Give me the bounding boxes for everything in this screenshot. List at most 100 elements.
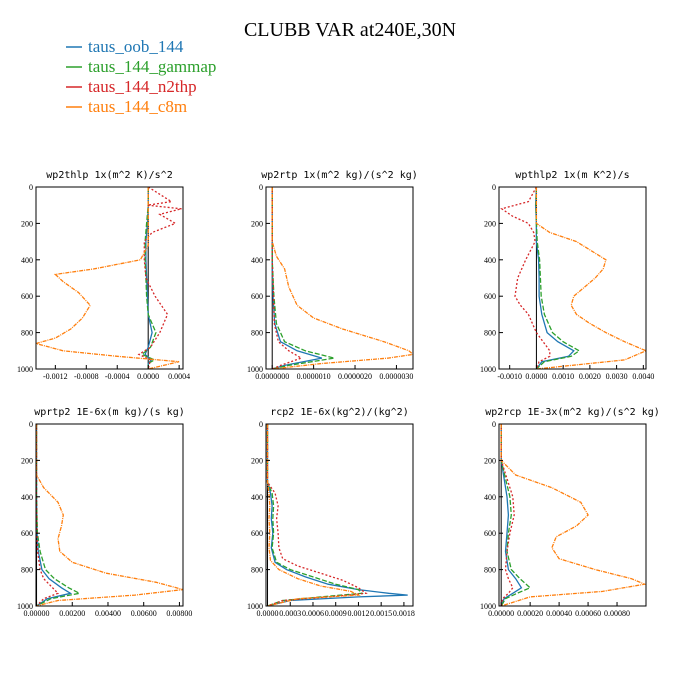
y-tick-label: 600 — [484, 292, 496, 301]
y-tick-label: 800 — [251, 329, 263, 338]
x-tick-label: 0.00040 — [546, 609, 572, 618]
y-tick-label: 600 — [21, 529, 33, 538]
y-tick-label: 1000 — [17, 365, 33, 374]
y-tick-label: 1000 — [480, 365, 496, 374]
y-tick-label: 0 — [492, 420, 496, 429]
x-tick-label: 0.00000 — [24, 609, 50, 618]
x-tick-label: 0.00060 — [575, 609, 601, 618]
x-tick-label: 0.0030 — [606, 372, 628, 381]
series-line — [500, 424, 646, 606]
x-tick-label: 0.0000 — [137, 372, 159, 381]
y-tick-label: 400 — [484, 493, 496, 502]
panel-title: wp2thlp 1x(m^2 K)/s^2 — [46, 170, 172, 181]
series-line — [500, 424, 515, 606]
y-tick-label: 1000 — [17, 602, 33, 611]
x-tick-label: 0.00800 — [166, 609, 192, 618]
x-tick-label: -0.0004 — [105, 372, 130, 381]
series-line — [271, 187, 335, 369]
panel-title: rcp2 1E-6x(kg^2)/(kg^2) — [270, 407, 408, 418]
x-tick-label: 0.0006 — [302, 609, 324, 618]
x-tick-label: 0.0000020 — [338, 372, 372, 381]
y-tick-label: 200 — [21, 456, 33, 465]
x-tick-label: 0.00400 — [95, 609, 121, 618]
x-tick-label: 0.0004 — [168, 372, 190, 381]
y-tick-label: 800 — [484, 566, 496, 575]
series-line — [535, 187, 581, 369]
x-tick-label: 0.00200 — [59, 609, 85, 618]
y-tick-label: 1000 — [247, 365, 263, 374]
y-tick-label: 200 — [484, 219, 496, 228]
legend-label: taus_144_gammap — [88, 57, 216, 76]
legend-label: taus_oob_144 — [88, 37, 184, 56]
y-tick-label: 600 — [251, 529, 263, 538]
series-line — [266, 424, 364, 606]
series-line — [535, 187, 646, 369]
series-line — [500, 187, 551, 369]
panel-2: wp2rtp 1x(m^2 kg)/(s^2 kg) 0 200 400 600 800 1… — [247, 170, 418, 381]
y-tick-label: 200 — [21, 219, 33, 228]
x-tick-label: 0.0018 — [393, 609, 415, 618]
y-tick-label: 800 — [21, 566, 33, 575]
y-tick-label: 400 — [21, 493, 33, 502]
y-tick-label: 0 — [259, 183, 263, 192]
panel-title: wp2rcp 1E-3x(m^2 kg)/(s^2 kg) — [485, 407, 660, 418]
y-tick-label: 200 — [484, 456, 496, 465]
x-tick-label: 0.00600 — [131, 609, 157, 618]
series-line — [266, 424, 408, 606]
x-tick-label: 0.0000 — [257, 609, 279, 618]
y-tick-label: 400 — [21, 256, 33, 265]
legend-label: taus_144_c8m — [88, 97, 187, 116]
x-tick-label: 0.0040 — [632, 372, 654, 381]
series-line — [271, 187, 323, 369]
panel-title: wprtp2 1E-6x(m kg)/(s kg) — [34, 407, 185, 418]
plot-frame — [35, 186, 184, 370]
y-tick-label: 0 — [259, 420, 263, 429]
series-line — [137, 187, 182, 369]
x-tick-label: 0.0000010 — [297, 372, 331, 381]
figure-title: CLUBB VAR at240E,30N — [244, 19, 456, 41]
panel-title: wp2rtp 1x(m^2 kg)/(s^2 kg) — [261, 170, 418, 181]
x-tick-label: 0.0012 — [347, 609, 369, 618]
series-line — [36, 424, 60, 606]
x-tick-label: 0.0000000 — [255, 372, 289, 381]
panel-6: wp2rcp 1E-3x(m^2 kg)/(s^2 kg) 0 200 400 600 8… — [480, 407, 660, 618]
series-line — [534, 187, 575, 369]
y-tick-label: 600 — [251, 292, 263, 301]
panel-4: wprtp2 1E-6x(m kg)/(s kg)0 200 400 600 800 10… — [17, 407, 192, 618]
plot-frame — [35, 423, 184, 607]
y-tick-label: 200 — [251, 456, 263, 465]
plot-frame — [498, 186, 647, 370]
y-tick-label: 1000 — [247, 602, 263, 611]
panel-5: rcp2 1E-6x(kg^2)/(kg^2) 0 200 400 600 800 1000… — [247, 407, 415, 618]
series-line — [271, 187, 303, 369]
y-tick-label: 400 — [484, 256, 496, 265]
y-tick-label: 1000 — [480, 602, 496, 611]
series-line — [266, 424, 361, 606]
x-tick-label: 0.0000 — [525, 372, 547, 381]
y-tick-label: 600 — [484, 529, 496, 538]
x-tick-label: 0.00020 — [517, 609, 543, 618]
series-line — [36, 424, 82, 606]
x-tick-label: 0.00000 — [488, 609, 514, 618]
y-tick-label: 0 — [29, 183, 33, 192]
panels: wp2thlp 1x(m^2 K)/s^2 0 200 400 600 800 1000 -0… — [17, 170, 660, 618]
y-tick-label: 800 — [484, 329, 496, 338]
series-line — [36, 187, 180, 369]
y-tick-label: 800 — [21, 329, 33, 338]
y-tick-label: 0 — [29, 420, 33, 429]
x-tick-label: -0.0008 — [74, 372, 99, 381]
x-tick-label: 0.0010 — [552, 372, 574, 381]
x-tick-label: 0.0015 — [370, 609, 392, 618]
panel-3: wpthlp2 1x(m K^2)/s 0 200 400 600 800 1000-0.0… — [480, 170, 654, 381]
y-tick-label: 400 — [251, 493, 263, 502]
x-tick-label: 0.0009 — [325, 609, 347, 618]
y-tick-label: 0 — [492, 183, 496, 192]
x-tick-label: 0.00080 — [604, 609, 630, 618]
y-tick-label: 200 — [251, 219, 263, 228]
series-line — [500, 424, 523, 606]
x-tick-label: 0.0000030 — [379, 372, 413, 381]
plot-frame — [265, 423, 414, 607]
y-tick-label: 400 — [251, 256, 263, 265]
y-tick-label: 600 — [21, 292, 33, 301]
